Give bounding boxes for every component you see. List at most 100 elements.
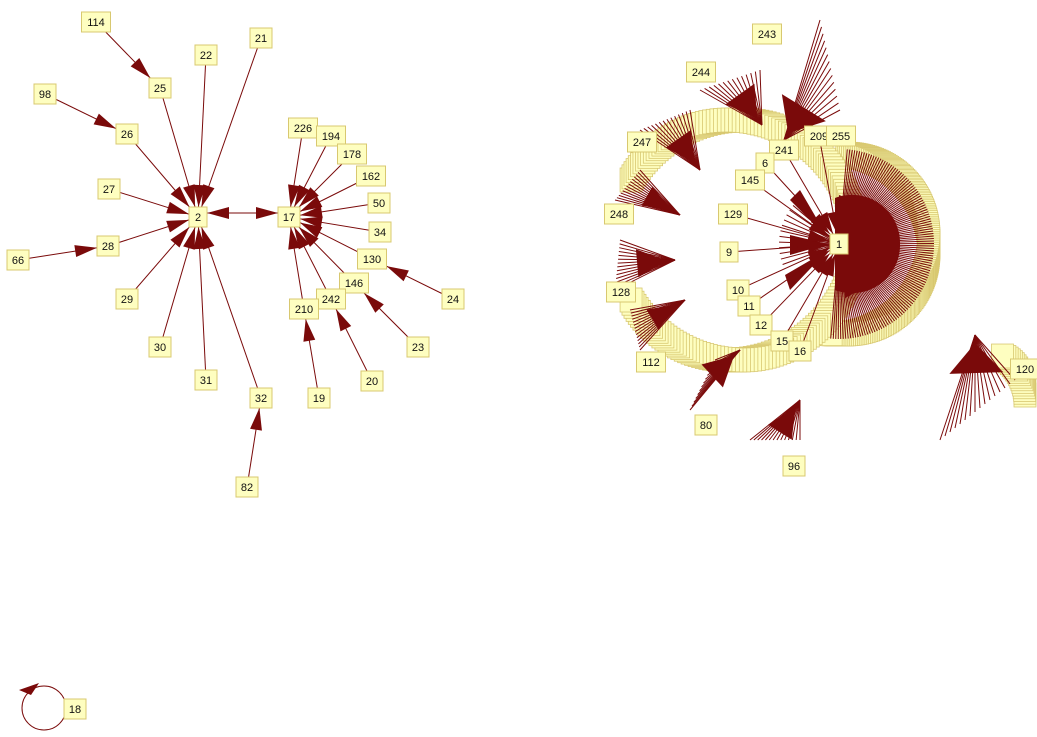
node-128[interactable]: 128 xyxy=(606,281,636,303)
node-label: 26 xyxy=(121,129,133,141)
node-17[interactable]: 17 xyxy=(277,206,301,228)
node-114[interactable]: 114 xyxy=(81,11,111,33)
node-label: 112 xyxy=(642,357,660,369)
node-96[interactable]: 96 xyxy=(782,455,806,477)
node-241[interactable]: 241 xyxy=(769,139,799,161)
node-26[interactable]: 26 xyxy=(115,123,139,145)
node-label: 194 xyxy=(322,131,340,143)
node-16[interactable]: 16 xyxy=(788,340,812,362)
edge-9-to-1 xyxy=(728,240,831,253)
node-129[interactable]: 129 xyxy=(718,203,748,225)
node-label: 19 xyxy=(313,393,325,405)
edge-20-to-242 xyxy=(335,308,373,382)
node-50[interactable]: 50 xyxy=(367,192,391,214)
node-130[interactable]: 130 xyxy=(357,248,387,270)
node-226[interactable]: 226 xyxy=(288,117,318,139)
node-32[interactable]: 32 xyxy=(249,387,273,409)
node-label: 20 xyxy=(366,376,378,388)
edge-30-to-2 xyxy=(159,226,196,348)
edge-29-to-2 xyxy=(126,226,190,300)
node-19[interactable]: 19 xyxy=(307,387,331,409)
node-label: 16 xyxy=(794,346,806,358)
fan-96 xyxy=(749,399,801,441)
node-24[interactable]: 24 xyxy=(441,288,465,310)
node-28[interactable]: 28 xyxy=(96,235,120,257)
node-10[interactable]: 10 xyxy=(726,279,750,301)
node-146[interactable]: 146 xyxy=(339,272,369,294)
edge-18-to-18 xyxy=(19,683,67,731)
node-82[interactable]: 82 xyxy=(235,476,259,498)
node-80[interactable]: 80 xyxy=(694,414,718,436)
node-23[interactable]: 23 xyxy=(406,336,430,358)
node-66[interactable]: 66 xyxy=(6,249,30,271)
node-21[interactable]: 21 xyxy=(249,27,273,49)
node-label: 241 xyxy=(775,145,793,157)
edge-209-to-1 xyxy=(818,135,840,235)
node-98[interactable]: 98 xyxy=(33,83,57,105)
node-label: 2 xyxy=(195,212,201,224)
node-1[interactable]: 1 xyxy=(829,233,849,255)
node-label: 146 xyxy=(345,278,363,290)
node-label: 27 xyxy=(103,184,115,196)
node-label: 24 xyxy=(447,294,459,306)
node-2[interactable]: 2 xyxy=(188,206,208,228)
fan-244 xyxy=(699,69,763,126)
node-112[interactable]: 112 xyxy=(636,351,666,373)
node-255[interactable]: 255 xyxy=(826,125,856,147)
node-label: 23 xyxy=(412,342,424,354)
edge-98-to-26 xyxy=(44,93,117,130)
node-11[interactable]: 11 xyxy=(737,295,761,317)
node-label: 25 xyxy=(154,83,166,95)
edge-12-to-1 xyxy=(760,252,831,326)
node-27[interactable]: 27 xyxy=(97,178,121,200)
fan-248 xyxy=(614,169,681,216)
node-label: 129 xyxy=(724,209,742,221)
edge-50-to-17 xyxy=(299,202,380,218)
node-194[interactable]: 194 xyxy=(316,125,346,147)
node-248[interactable]: 248 xyxy=(604,203,634,225)
edge-82-to-32 xyxy=(246,407,262,488)
node-label: 66 xyxy=(12,255,24,267)
node-25[interactable]: 25 xyxy=(148,77,172,99)
edge-6-to-1 xyxy=(764,162,831,235)
edge-fans xyxy=(614,19,1016,441)
node-178[interactable]: 178 xyxy=(337,143,367,165)
node-15[interactable]: 15 xyxy=(770,330,794,352)
fan-1 xyxy=(830,149,935,340)
node-label: 209 xyxy=(810,131,828,143)
node-label: 82 xyxy=(241,482,253,494)
node-label: 15 xyxy=(776,336,788,348)
edge-27-to-2 xyxy=(108,188,190,215)
node-30[interactable]: 30 xyxy=(148,336,172,358)
node-label: 30 xyxy=(154,342,166,354)
node-120[interactable]: 120 xyxy=(1010,358,1037,380)
edge-129-to-1 xyxy=(732,213,831,242)
edge-32-to-2 xyxy=(201,226,262,399)
node-label: 21 xyxy=(255,33,267,45)
edge-66-to-28 xyxy=(17,245,98,261)
node-242[interactable]: 242 xyxy=(316,288,346,310)
node-34[interactable]: 34 xyxy=(368,221,392,243)
node-18[interactable]: 18 xyxy=(63,698,87,720)
node-210[interactable]: 210 xyxy=(289,298,319,320)
node-244[interactable]: 244 xyxy=(686,61,716,83)
node-label: 226 xyxy=(294,123,312,135)
fan-80 xyxy=(689,349,741,411)
edge-210-to-17 xyxy=(288,226,305,310)
edge-17-to-2 xyxy=(207,207,289,219)
edge-226-to-17 xyxy=(288,127,304,208)
node-31[interactable]: 31 xyxy=(194,369,218,391)
node-12[interactable]: 12 xyxy=(749,314,773,336)
node-162[interactable]: 162 xyxy=(356,165,386,187)
node-247[interactable]: 247 xyxy=(627,131,657,153)
node-20[interactable]: 20 xyxy=(360,370,384,392)
node-22[interactable]: 22 xyxy=(194,44,218,66)
node-label: 17 xyxy=(283,212,295,224)
edge-11-to-1 xyxy=(748,249,831,307)
node-243[interactable]: 243 xyxy=(752,23,782,45)
edge-22-to-2 xyxy=(193,54,207,208)
node-29[interactable]: 29 xyxy=(115,288,139,310)
node-9[interactable]: 9 xyxy=(719,241,739,263)
node-label: 120 xyxy=(1016,364,1034,376)
node-145[interactable]: 145 xyxy=(735,169,765,191)
